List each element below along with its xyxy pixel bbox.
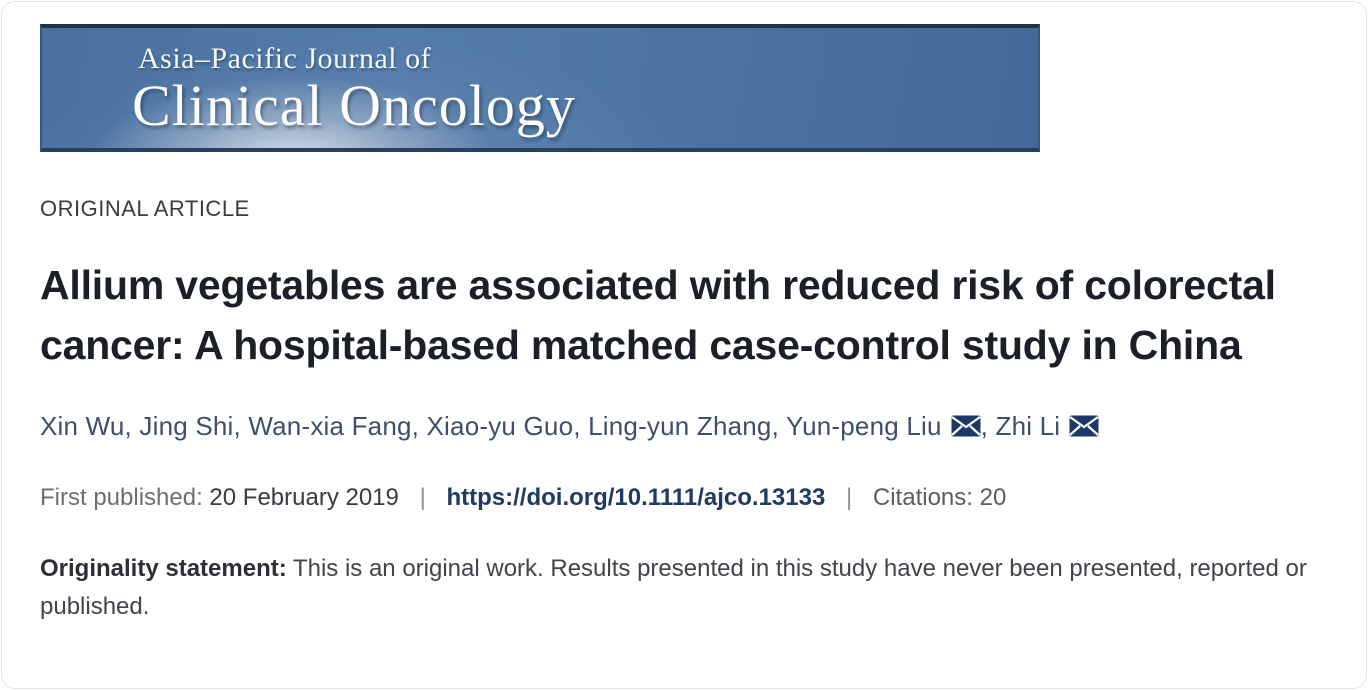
citations-label: Citations: bbox=[872, 484, 973, 511]
author-link[interactable]: Ling-yun Zhang bbox=[588, 411, 772, 441]
first-published-date: 20 February 2019 bbox=[209, 484, 399, 511]
author-link[interactable]: Xiao-yu Guo bbox=[426, 411, 574, 441]
originality-statement: Originality statement: This is an origin… bbox=[40, 550, 1336, 626]
author-link[interactable]: Xin Wu bbox=[40, 411, 125, 441]
journal-name-line1: Asia–Pacific Journal of bbox=[138, 42, 432, 75]
author-link[interactable]: Zhi Li bbox=[995, 411, 1061, 441]
journal-logo[interactable]: Asia–Pacific Journal of Clinical Oncolog… bbox=[40, 24, 1040, 152]
originality-statement-label: Originality statement: bbox=[40, 555, 287, 582]
doi-link[interactable]: https://doi.org/10.1111/ajco.13133 bbox=[446, 484, 826, 511]
author-link[interactable]: Yun-peng Liu bbox=[785, 411, 942, 441]
citations-count: 20 bbox=[979, 484, 1007, 511]
envelope-icon[interactable] bbox=[950, 413, 981, 444]
article-category-label: ORIGINAL ARTICLE bbox=[40, 196, 250, 221]
envelope-icon[interactable] bbox=[1069, 413, 1100, 444]
author-link[interactable]: Jing Shi bbox=[139, 411, 234, 441]
meta-separator: | bbox=[845, 484, 853, 511]
meta-separator: | bbox=[419, 484, 426, 511]
originality-statement-text: This is an original work. Results presen… bbox=[40, 555, 1307, 620]
author-list: Xin Wu, Jing Shi, Wan-xia Fang, Xiao-yu … bbox=[40, 411, 1336, 444]
author-link[interactable]: Wan-xia Fang bbox=[248, 411, 412, 441]
publication-meta-row: First published: 20 February 2019 | http… bbox=[40, 484, 1336, 512]
page-title: Allium vegetables are associated with re… bbox=[40, 262, 1276, 368]
article-header: Asia–Pacific Journal of Clinical Oncolog… bbox=[2, 2, 1366, 626]
journal-name-line2: Clinical Oncology bbox=[132, 73, 576, 138]
first-published-label: First published: bbox=[40, 484, 203, 511]
